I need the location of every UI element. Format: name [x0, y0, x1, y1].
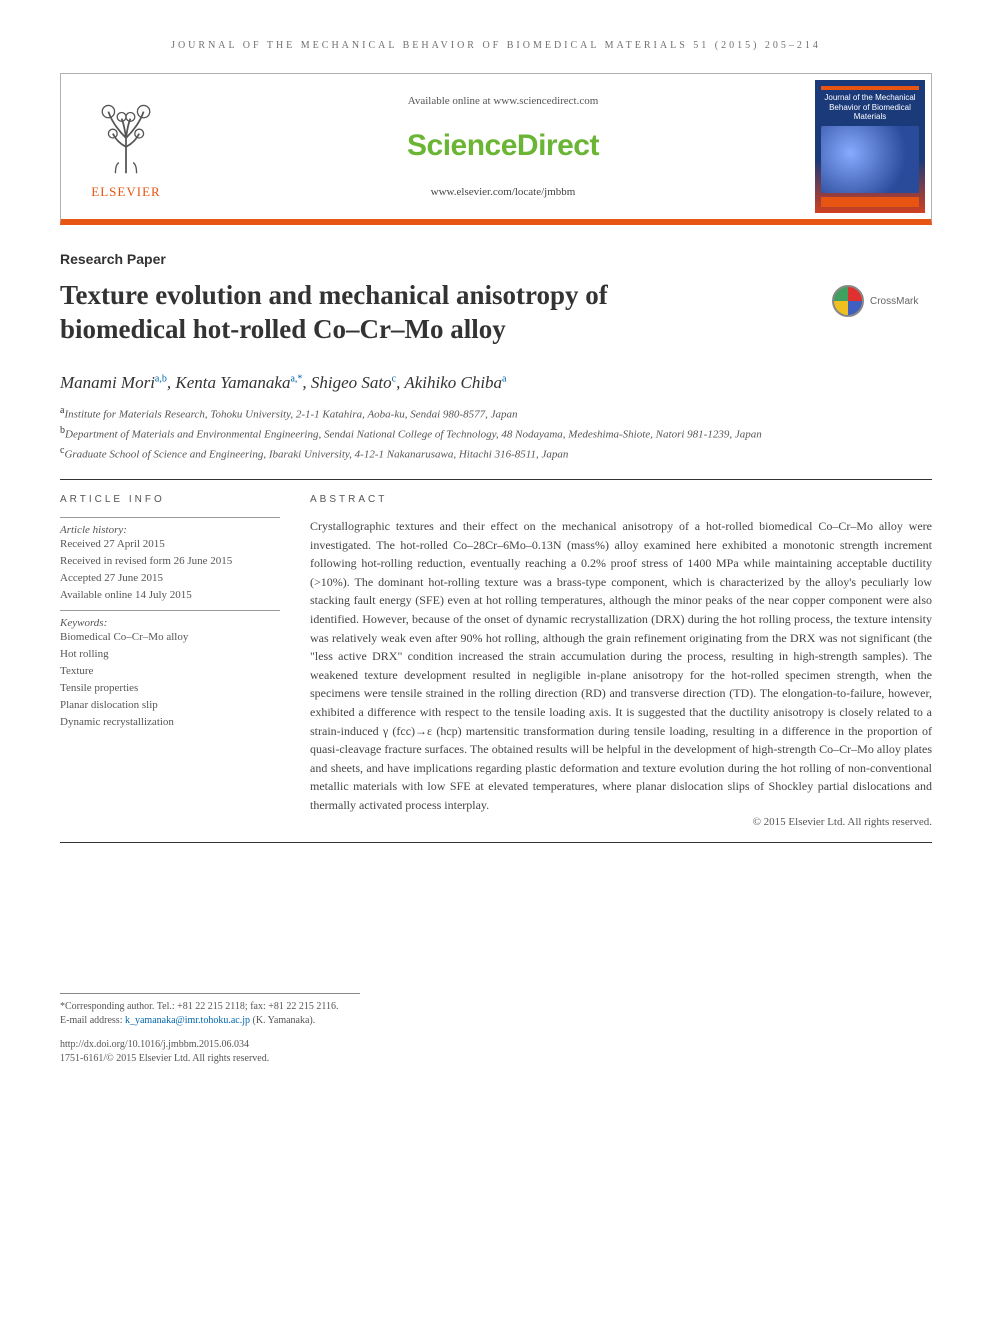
- author-4[interactable]: Akihiko Chibaa: [404, 373, 506, 392]
- corresponding-author-footnote: *Corresponding author. Tel.: +81 22 215 …: [60, 993, 360, 1028]
- author-1[interactable]: Manami Moria,b: [60, 373, 167, 392]
- keyword-3: Texture: [60, 663, 280, 680]
- keyword-6: Dynamic recrystallization: [60, 714, 280, 731]
- crossmark-icon: [832, 285, 864, 317]
- affiliations-block: aInstitute for Materials Research, Tohok…: [60, 403, 932, 463]
- crossmark-label: CrossMark: [870, 296, 918, 307]
- elsevier-logo-block[interactable]: ELSEVIER: [61, 74, 191, 219]
- keyword-2: Hot rolling: [60, 646, 280, 663]
- elsevier-tree-icon: [82, 94, 170, 182]
- paper-title: Texture evolution and mechanical anisotr…: [60, 279, 700, 347]
- sciencedirect-logo[interactable]: ScienceDirect: [407, 129, 599, 163]
- keyword-4: Tensile properties: [60, 680, 280, 697]
- crossmark-badge[interactable]: CrossMark: [832, 279, 932, 323]
- history-online: Available online 14 July 2015: [60, 587, 280, 604]
- corr-email-line: E-mail address: k_yamanaka@imr.tohoku.ac…: [60, 1014, 360, 1028]
- keyword-1: Biomedical Co–Cr–Mo alloy: [60, 629, 280, 646]
- issn-copyright: 1751-6161/© 2015 Elsevier Ltd. All right…: [60, 1052, 932, 1066]
- article-type-label: Research Paper: [60, 251, 932, 267]
- divider-bottom: [60, 842, 932, 843]
- journal-locate-url[interactable]: www.elsevier.com/locate/jmbbm: [431, 186, 576, 198]
- affiliation-b: bDepartment of Materials and Environment…: [60, 423, 932, 443]
- authors-line: Manami Moria,b, Kenta Yamanakaa,*, Shige…: [60, 373, 932, 393]
- abstract-column: ABSTRACT Crystallographic textures and t…: [310, 494, 932, 829]
- journal-cover-thumbnail[interactable]: Journal of the Mechanical Behavior of Bi…: [815, 80, 925, 213]
- article-info-heading: ARTICLE INFO: [60, 494, 280, 505]
- keyword-5: Planar dislocation slip: [60, 697, 280, 714]
- corr-author-line: *Corresponding author. Tel.: +81 22 215 …: [60, 1000, 360, 1014]
- abstract-heading: ABSTRACT: [310, 494, 932, 505]
- corr-email-link[interactable]: k_yamanaka@imr.tohoku.ac.jp: [125, 1015, 250, 1026]
- history-revised: Received in revised form 26 June 2015: [60, 553, 280, 570]
- publisher-header-box: ELSEVIER Available online at www.science…: [60, 73, 932, 225]
- header-center: Available online at www.sciencedirect.co…: [191, 74, 815, 219]
- doi-block: http://dx.doi.org/10.1016/j.jmbbm.2015.0…: [60, 1038, 932, 1066]
- journal-citation-header: JOURNAL OF THE MECHANICAL BEHAVIOR OF BI…: [60, 40, 932, 51]
- history-received: Received 27 April 2015: [60, 536, 280, 553]
- history-label: Article history:: [60, 524, 280, 536]
- abstract-text: Crystallographic textures and their effe…: [310, 517, 932, 815]
- abstract-copyright: © 2015 Elsevier Ltd. All rights reserved…: [310, 816, 932, 828]
- author-2[interactable]: Kenta Yamanakaa,*: [175, 373, 302, 392]
- affiliation-c: cGraduate School of Science and Engineer…: [60, 443, 932, 463]
- cover-title: Journal of the Mechanical Behavior of Bi…: [821, 93, 919, 122]
- affiliation-a: aInstitute for Materials Research, Tohok…: [60, 403, 932, 423]
- article-info-column: ARTICLE INFO Article history: Received 2…: [60, 494, 280, 829]
- history-accepted: Accepted 27 June 2015: [60, 570, 280, 587]
- doi-url[interactable]: http://dx.doi.org/10.1016/j.jmbbm.2015.0…: [60, 1038, 932, 1052]
- author-3[interactable]: Shigeo Satoc: [311, 373, 396, 392]
- available-online-text: Available online at www.sciencedirect.co…: [408, 95, 599, 107]
- keywords-label: Keywords:: [60, 617, 280, 629]
- divider-top: [60, 479, 932, 480]
- elsevier-wordmark: ELSEVIER: [91, 184, 160, 200]
